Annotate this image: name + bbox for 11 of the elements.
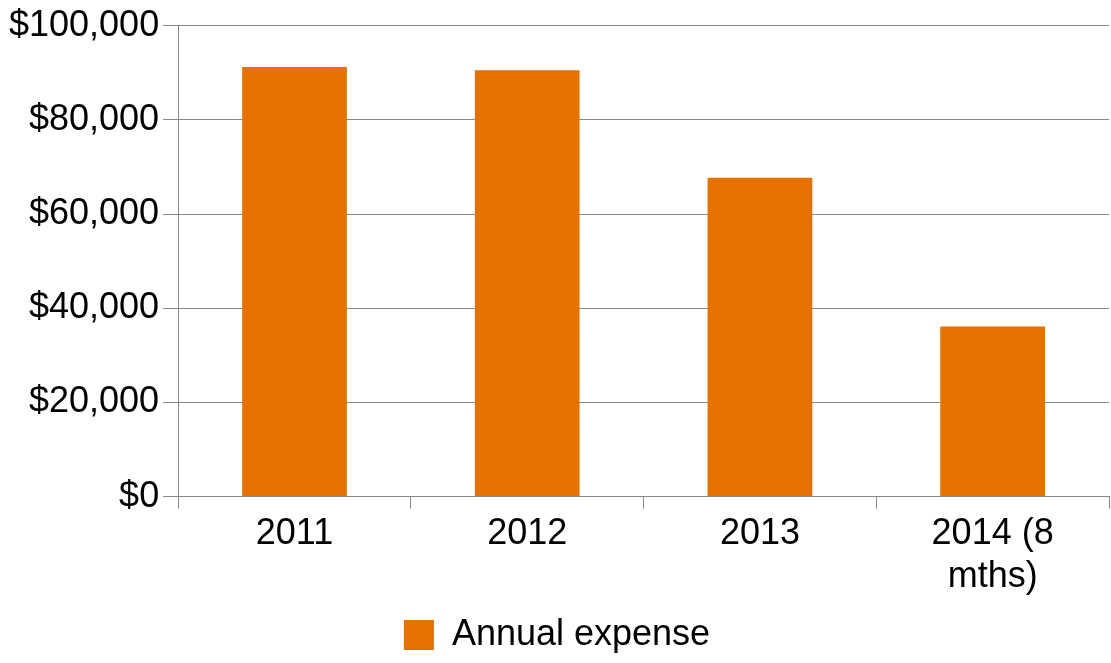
y-tick-label: $0 [119,473,160,515]
x-tick-label: 2011 [255,511,334,553]
y-tick-label: $60,000 [29,190,160,232]
x-tick-label: 2012 [487,511,568,553]
x-tick-label: 2014 (8 mths) [931,511,1054,596]
y-tick-label: $80,000 [29,96,160,138]
x-tick-label: 2013 [719,511,800,553]
y-tick-label: $40,000 [29,285,160,327]
y-tick-label: $20,000 [29,379,160,421]
y-tick-label: $100,000 [9,2,160,44]
legend-label: Annual expense [451,611,711,653]
